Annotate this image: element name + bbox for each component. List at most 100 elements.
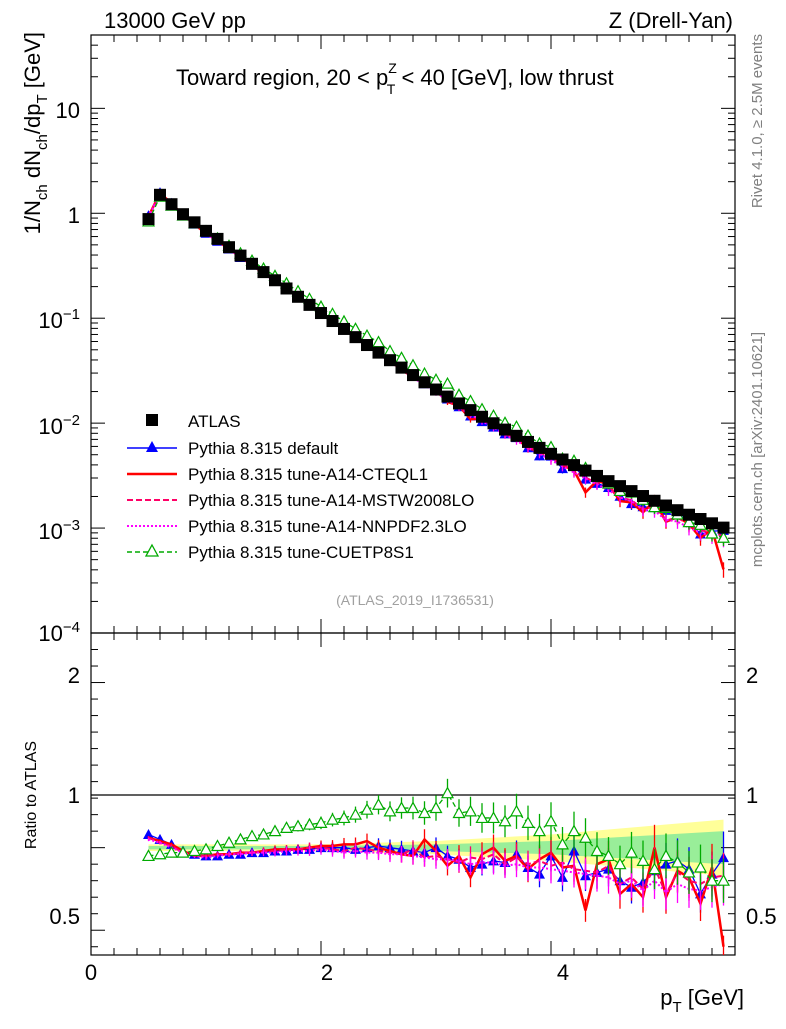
data-point	[245, 829, 259, 842]
x-tick-label-0: 0	[85, 960, 97, 985]
reference-label: (ATLAS_2019_I1736531)	[336, 592, 494, 608]
y-tick-label-1e-3-exponent: −3	[63, 517, 80, 534]
data-point	[682, 865, 696, 878]
y-tick-label-1e-3-base: 10	[38, 519, 62, 544]
ratio-y-axis-label: Ratio to ATLAS	[23, 741, 40, 849]
data-point	[463, 804, 478, 817]
ratio-y-tick-label-1-left: 1	[68, 783, 80, 808]
data-point	[199, 842, 213, 855]
x-tick-label-2: 2	[321, 960, 333, 985]
atlas-data-point	[556, 453, 569, 466]
atlas-data-point	[591, 469, 603, 482]
main-series-1	[143, 187, 729, 542]
atlas-data-point	[188, 216, 201, 229]
y-tick-label-1e-2: 10−2	[38, 412, 80, 439]
plot-title-sup: Z	[388, 60, 397, 76]
x-axis-label: pT [GeV]	[660, 985, 744, 1016]
plot-title-post: < 40 [GeV], low thrust	[395, 65, 613, 90]
atlas-data-point	[338, 322, 350, 335]
y-tick-label-1e-4-exponent: −4	[63, 619, 80, 636]
data-point	[360, 328, 374, 341]
data-point	[222, 835, 236, 848]
atlas-data-point	[177, 208, 189, 221]
data-point	[360, 802, 374, 815]
data-point	[291, 819, 305, 832]
y-tick-label-1e-2-base: 10	[38, 414, 62, 439]
data-point	[555, 837, 570, 850]
atlas-data-point	[648, 494, 661, 507]
atlas-data-point	[349, 331, 362, 344]
ratio-y-tick-label-05-right: 0.5	[746, 904, 777, 929]
data-point	[613, 857, 627, 870]
data-point	[314, 816, 328, 828]
atlas-data-point	[510, 429, 523, 442]
data-point	[429, 801, 443, 814]
y-tick-label-1e-1-exponent: −1	[63, 306, 80, 323]
data-point	[394, 351, 409, 363]
data-point	[463, 394, 478, 407]
legend-entry-atlas: ATLAS	[146, 412, 241, 431]
data-point	[141, 849, 156, 862]
atlas-data-point	[499, 423, 511, 436]
legend-label-default: Pythia 8.315 default	[188, 439, 339, 458]
data-point	[143, 828, 154, 839]
data-point	[693, 860, 708, 873]
atlas-data-point	[292, 290, 304, 303]
atlas-data-point	[683, 508, 695, 521]
plot-title-pre: Toward region, 20 < p	[176, 65, 388, 90]
atlas-data-point	[453, 397, 465, 410]
atlas-data-point	[200, 224, 212, 237]
data-point	[486, 811, 501, 824]
atlas-data-point	[545, 447, 557, 460]
ratio-panel: 2 1 0.5 2 1 0.5 Ratio to ATLAS 0 2 4 pT …	[23, 632, 777, 1016]
data-point	[590, 844, 604, 857]
data-point	[383, 344, 397, 357]
legend-label-atlas: ATLAS	[188, 412, 241, 431]
y-tick-label-10: 10	[56, 98, 80, 123]
data-point	[394, 801, 409, 814]
atlas-data-point	[326, 315, 339, 328]
data-point	[164, 845, 179, 858]
data-point	[268, 824, 282, 837]
atlas-data-point	[211, 232, 224, 245]
data-point	[406, 801, 420, 814]
data-point	[440, 786, 455, 799]
mcplots-label: mcplots.cern.ch [arXiv:2401.10621]	[749, 332, 766, 567]
legend-entry-cuetp8s1: Pythia 8.315 tune-CUETP8S1	[127, 543, 414, 562]
data-point	[440, 376, 455, 389]
legend-label-mstw: Pythia 8.315 tune-A14-MSTW2008LO	[188, 491, 474, 510]
ratio-frame	[90, 632, 736, 956]
data-point	[544, 814, 558, 827]
data-point	[509, 420, 524, 432]
atlas-data-point	[384, 354, 396, 367]
data-point	[705, 873, 719, 886]
atlas-data-point	[533, 441, 546, 454]
data-point	[705, 526, 719, 539]
atlas-data-point	[303, 298, 316, 311]
data-point	[636, 854, 650, 866]
data-point	[279, 821, 294, 833]
atlas-data-point	[522, 435, 534, 448]
atlas-data-point	[418, 376, 431, 389]
legend-label-cteql1: Pythia 8.315 tune-A14-CTEQL1	[188, 465, 428, 484]
legend-entry-nnpdf: Pythia 8.315 tune-A14-NNPDF2.3LO	[127, 517, 467, 536]
atlas-data-point	[142, 213, 155, 226]
data-point	[325, 812, 340, 825]
atlas-data-point	[568, 459, 580, 472]
data-point	[256, 827, 271, 840]
ratio-y-tick-label-2-right: 2	[746, 663, 758, 688]
y-tick-label-1e-4: 10−4	[38, 619, 80, 646]
data-point	[176, 845, 190, 858]
atlas-data-point	[476, 410, 488, 423]
legend-entry-default: Pythia 8.315 default	[127, 439, 339, 458]
data-point	[659, 849, 673, 862]
y-tick-label-1e-3: 10−3	[38, 517, 80, 544]
atlas-data-point	[269, 274, 281, 287]
atlas-data-point	[154, 188, 166, 201]
ratio-y-tick-label-05-left: 0.5	[49, 904, 80, 929]
data-point	[647, 862, 662, 875]
data-point	[682, 515, 696, 528]
atlas-data-point	[395, 361, 408, 374]
ratio-y-tick-label-1-right: 1	[746, 783, 758, 808]
